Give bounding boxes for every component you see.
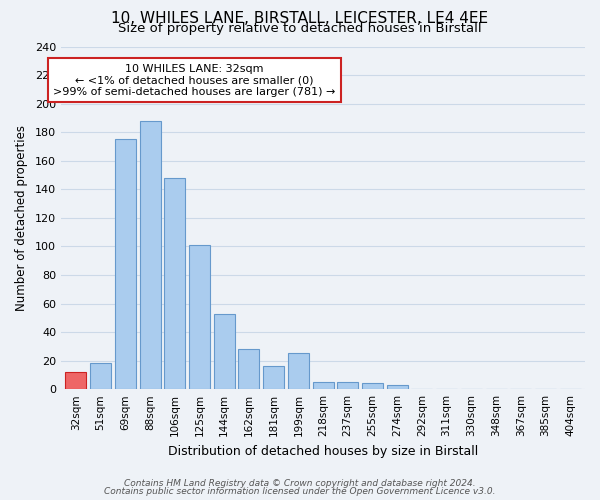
Text: Size of property relative to detached houses in Birstall: Size of property relative to detached ho…: [118, 22, 482, 35]
Bar: [263, 366, 284, 389]
Text: Contains public sector information licensed under the Open Government Licence v3: Contains public sector information licen…: [104, 487, 496, 496]
Text: 10, WHILES LANE, BIRSTALL, LEICESTER, LE4 4EE: 10, WHILES LANE, BIRSTALL, LEICESTER, LE…: [112, 11, 488, 26]
Bar: [115, 140, 136, 389]
Bar: [140, 120, 161, 389]
Text: 10 WHILES LANE: 32sqm
← <1% of detached houses are smaller (0)
>99% of semi-deta: 10 WHILES LANE: 32sqm ← <1% of detached …: [53, 64, 336, 97]
Text: Contains HM Land Registry data © Crown copyright and database right 2024.: Contains HM Land Registry data © Crown c…: [124, 478, 476, 488]
Bar: [337, 382, 358, 389]
Bar: [288, 354, 309, 389]
Bar: [65, 372, 86, 389]
Bar: [386, 385, 407, 389]
Bar: [214, 314, 235, 389]
Bar: [362, 384, 383, 389]
Bar: [313, 382, 334, 389]
Bar: [238, 349, 259, 389]
Bar: [164, 178, 185, 389]
Y-axis label: Number of detached properties: Number of detached properties: [15, 125, 28, 311]
Bar: [90, 364, 111, 389]
Bar: [189, 245, 210, 389]
X-axis label: Distribution of detached houses by size in Birstall: Distribution of detached houses by size …: [168, 444, 478, 458]
